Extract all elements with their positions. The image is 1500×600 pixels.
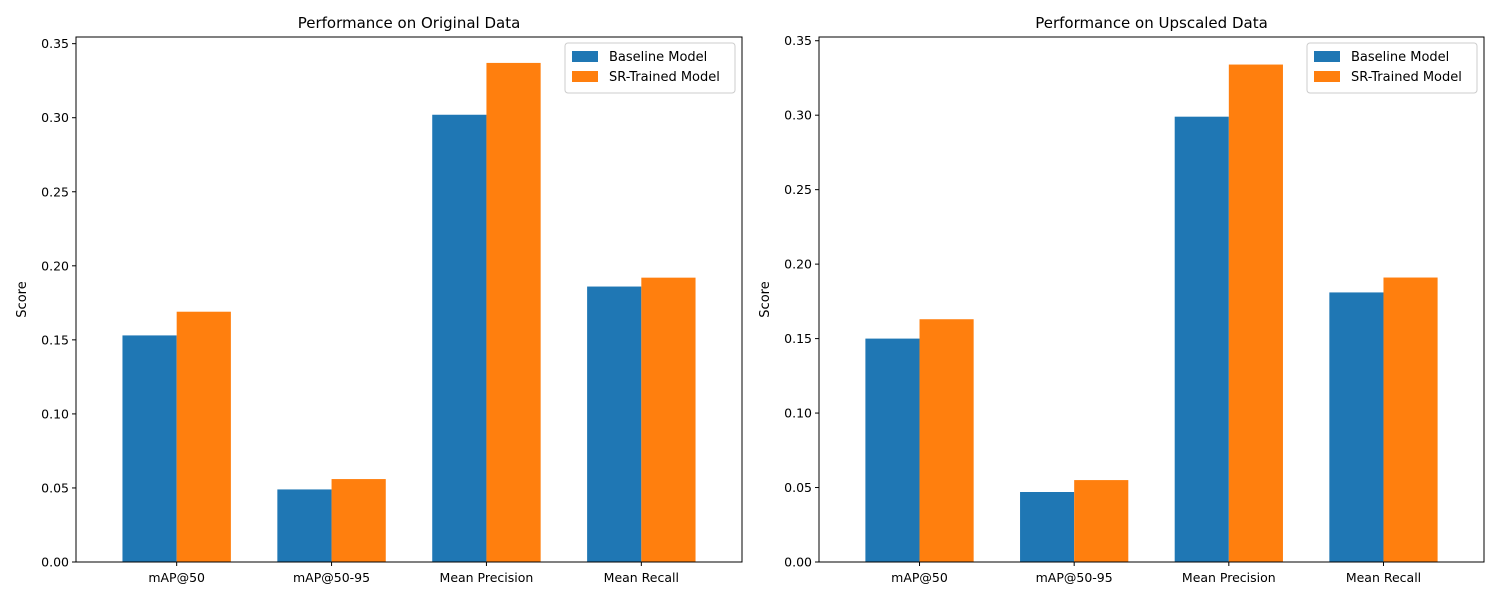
y-tick-label: 0.05 <box>784 480 812 495</box>
y-tick-label: 0.25 <box>784 182 812 197</box>
bar-baseline-3 <box>432 114 487 562</box>
y-tick-label: 0.15 <box>41 332 69 347</box>
legend-label: SR-Trained Model <box>609 70 720 85</box>
bar-baseline-2 <box>277 489 332 562</box>
bar-baseline-1 <box>865 338 920 562</box>
y-axis-label: Score <box>758 281 773 317</box>
x-tick-label: mAP@50-95 <box>293 570 370 585</box>
chart-panel-1: Performance on Original Data Score mAP@50 m… <box>15 14 743 585</box>
y-tick-label: 0.30 <box>41 110 69 125</box>
bar-sr-trained-4 <box>1383 277 1438 562</box>
legend-label: Baseline Model <box>609 50 707 65</box>
bar-sr-trained-1 <box>919 319 974 562</box>
y-tick-label: 0.20 <box>41 258 69 273</box>
x-tick-label: Mean Precision <box>440 570 534 585</box>
bar-sr-trained-2 <box>331 479 386 562</box>
y-tick-label: 0.35 <box>784 33 812 48</box>
legend-swatch <box>572 71 598 82</box>
plot-frame <box>75 36 743 563</box>
bar-baseline-3 <box>1174 116 1229 563</box>
legend: Baseline Model SR-Trained Model <box>564 42 736 94</box>
bar-baseline-4 <box>1329 292 1384 562</box>
x-tick-label: mAP@50 <box>891 570 948 585</box>
chart-title: Performance on Upscaled Data <box>1035 14 1268 32</box>
y-tick-label: 0.05 <box>41 480 69 495</box>
x-tick-label: Mean Precision <box>1182 570 1276 585</box>
bar-sr-trained-1 <box>176 311 231 562</box>
bar-sr-trained-4 <box>641 277 696 562</box>
legend-box <box>564 42 736 94</box>
chart-panel-2: Performance on Upscaled Data Score mAP@50 m… <box>758 14 1485 585</box>
y-tick-label: 0.00 <box>784 555 812 570</box>
y-tick-label: 0.30 <box>784 108 812 123</box>
y-tick-label: 0.25 <box>41 184 69 199</box>
bar-baseline-1 <box>122 335 177 562</box>
y-tick-label: 0.00 <box>41 555 69 570</box>
chart-title: Performance on Original Data <box>298 14 521 32</box>
legend-label: SR-Trained Model <box>1351 70 1462 85</box>
x-tick-label: mAP@50-95 <box>1036 570 1113 585</box>
x-tick-label: Mean Recall <box>1346 570 1421 585</box>
bar-baseline-4 <box>587 286 642 562</box>
plot-frame <box>818 36 1485 563</box>
legend-swatch <box>1314 51 1340 62</box>
bar-sr-trained-3 <box>1228 64 1283 562</box>
y-tick-label: 0.10 <box>784 406 812 421</box>
legend-swatch <box>572 51 598 62</box>
x-tick-label: mAP@50 <box>148 570 205 585</box>
y-tick-label: 0.20 <box>784 257 812 272</box>
legend-label: Baseline Model <box>1351 50 1449 65</box>
x-tick-label: Mean Recall <box>604 570 679 585</box>
legend-box <box>1306 42 1478 94</box>
bar-baseline-2 <box>1020 492 1075 562</box>
y-tick-label: 0.15 <box>784 331 812 346</box>
legend: Baseline Model SR-Trained Model <box>1306 42 1478 94</box>
y-tick-label: 0.35 <box>41 36 69 51</box>
y-axis-label: Score <box>15 281 30 317</box>
legend-swatch <box>1314 71 1340 82</box>
bar-sr-trained-3 <box>486 62 541 563</box>
bar-sr-trained-2 <box>1074 480 1129 562</box>
y-tick-label: 0.10 <box>41 406 69 421</box>
